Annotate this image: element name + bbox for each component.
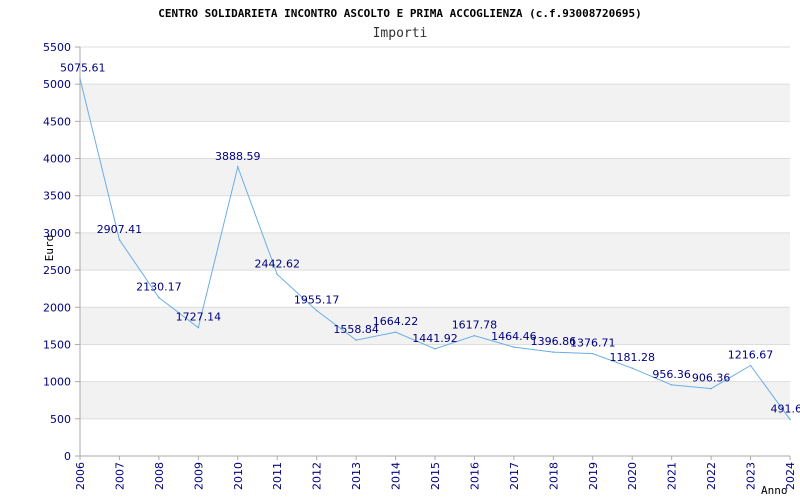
- data-label: 1376.71: [570, 337, 616, 350]
- y-tick-label: 1000: [43, 376, 71, 389]
- x-tick-label: 2010: [232, 462, 245, 490]
- data-point: [118, 238, 121, 241]
- x-axis-label: Anno: [761, 484, 788, 497]
- data-label: 1617.78: [452, 319, 498, 332]
- data-label: 491.6: [771, 402, 800, 415]
- x-tick-label: 2016: [468, 462, 481, 490]
- data-label: 1181.28: [609, 351, 655, 364]
- data-point: [79, 77, 81, 80]
- y-tick-label: 2500: [43, 264, 71, 277]
- data-point: [710, 387, 712, 390]
- y-tick-label: 4000: [43, 153, 71, 166]
- data-label: 2907.41: [97, 223, 143, 236]
- grid-band: [80, 381, 790, 419]
- y-tick-label: 2000: [43, 301, 71, 314]
- x-tick-label: 2019: [587, 462, 600, 490]
- x-tick-label: 2009: [192, 462, 205, 490]
- data-label: 2442.62: [254, 257, 300, 270]
- data-label: 3888.59: [215, 150, 261, 163]
- data-point: [158, 296, 160, 299]
- y-tick-label: 4500: [43, 115, 71, 128]
- data-point: [631, 367, 634, 369]
- y-tick-label: 500: [50, 413, 71, 426]
- data-label: 1664.22: [373, 315, 419, 328]
- data-point: [434, 347, 436, 350]
- x-tick-label: 2007: [113, 462, 126, 490]
- data-labels: 5075.61 2907.41 2130.17 1727.14 3888.59 2442.…: [60, 62, 800, 416]
- data-point: [513, 346, 515, 348]
- data-label: 1396.86: [531, 335, 577, 348]
- data-point: [394, 331, 397, 334]
- x-tick-label: 2024: [784, 462, 797, 490]
- x-tick-label: 2011: [271, 462, 284, 490]
- y-tick-label: 5500: [43, 41, 71, 54]
- data-point: [236, 166, 239, 168]
- data-label: 5075.61: [60, 62, 106, 75]
- x-tick-label: 2015: [429, 462, 442, 490]
- data-label: 1558.84: [333, 323, 379, 336]
- grid-band: [80, 84, 790, 122]
- chart-title: CENTRO SOLIDARIETA INCONTRO ASCOLTO E PR…: [158, 7, 641, 20]
- data-point: [276, 273, 279, 276]
- data-point: [355, 339, 357, 341]
- data-point: [552, 351, 555, 353]
- axes: [75, 46, 791, 460]
- grid-band: [80, 158, 790, 196]
- x-tick-label: 2017: [508, 462, 521, 490]
- data-point: [749, 364, 752, 367]
- y-tick-label: 1500: [43, 338, 71, 351]
- data-point: [591, 352, 594, 355]
- y-tick-labels: 0 500 1000 1500 2000 2500 3000 3500 4000 4500 5000…: [43, 41, 71, 463]
- grid-lines: [80, 46, 790, 457]
- x-tick-label: 2022: [705, 462, 718, 490]
- data-label: 1727.14: [176, 311, 222, 324]
- data-label: 1441.92: [412, 332, 458, 345]
- y-tick-label: 3500: [43, 190, 71, 203]
- y-tick-label: 0: [64, 450, 71, 463]
- x-tick-label: 2006: [74, 462, 87, 490]
- x-tick-label: 2013: [350, 462, 363, 490]
- x-tick-label: 2020: [626, 462, 639, 490]
- x-tick-label: 2021: [666, 462, 679, 490]
- y-tick-label: 5000: [43, 78, 71, 91]
- data-label: 1955.17: [294, 294, 340, 307]
- grid-band: [80, 232, 790, 271]
- data-label: 1216.67: [728, 349, 774, 362]
- grid-bands: [80, 84, 790, 419]
- data-point: [789, 418, 791, 421]
- data-label: 1464.46: [491, 330, 537, 343]
- data-point: [670, 384, 673, 386]
- y-tick-label: 3000: [43, 227, 71, 240]
- chart-subtitle: Importi: [373, 26, 428, 41]
- data-label: 956.36: [652, 368, 691, 381]
- data-label: 2130.17: [136, 281, 182, 294]
- x-tick-label: 2014: [390, 462, 403, 490]
- series: [79, 77, 791, 421]
- x-tick-label: 2018: [547, 462, 560, 490]
- data-point: [473, 334, 476, 337]
- x-tick-labels: 2006 2007 2008 2009 2010 2011 2012 2013 2014 2015…: [74, 462, 797, 490]
- x-tick-label: 2023: [745, 462, 758, 490]
- data-label: 906.36: [692, 372, 731, 385]
- x-tick-label: 2008: [153, 462, 166, 490]
- data-point: [197, 326, 200, 329]
- x-tick-label: 2012: [311, 462, 324, 490]
- data-point: [315, 309, 318, 312]
- y-axis-label: Euro: [43, 235, 56, 262]
